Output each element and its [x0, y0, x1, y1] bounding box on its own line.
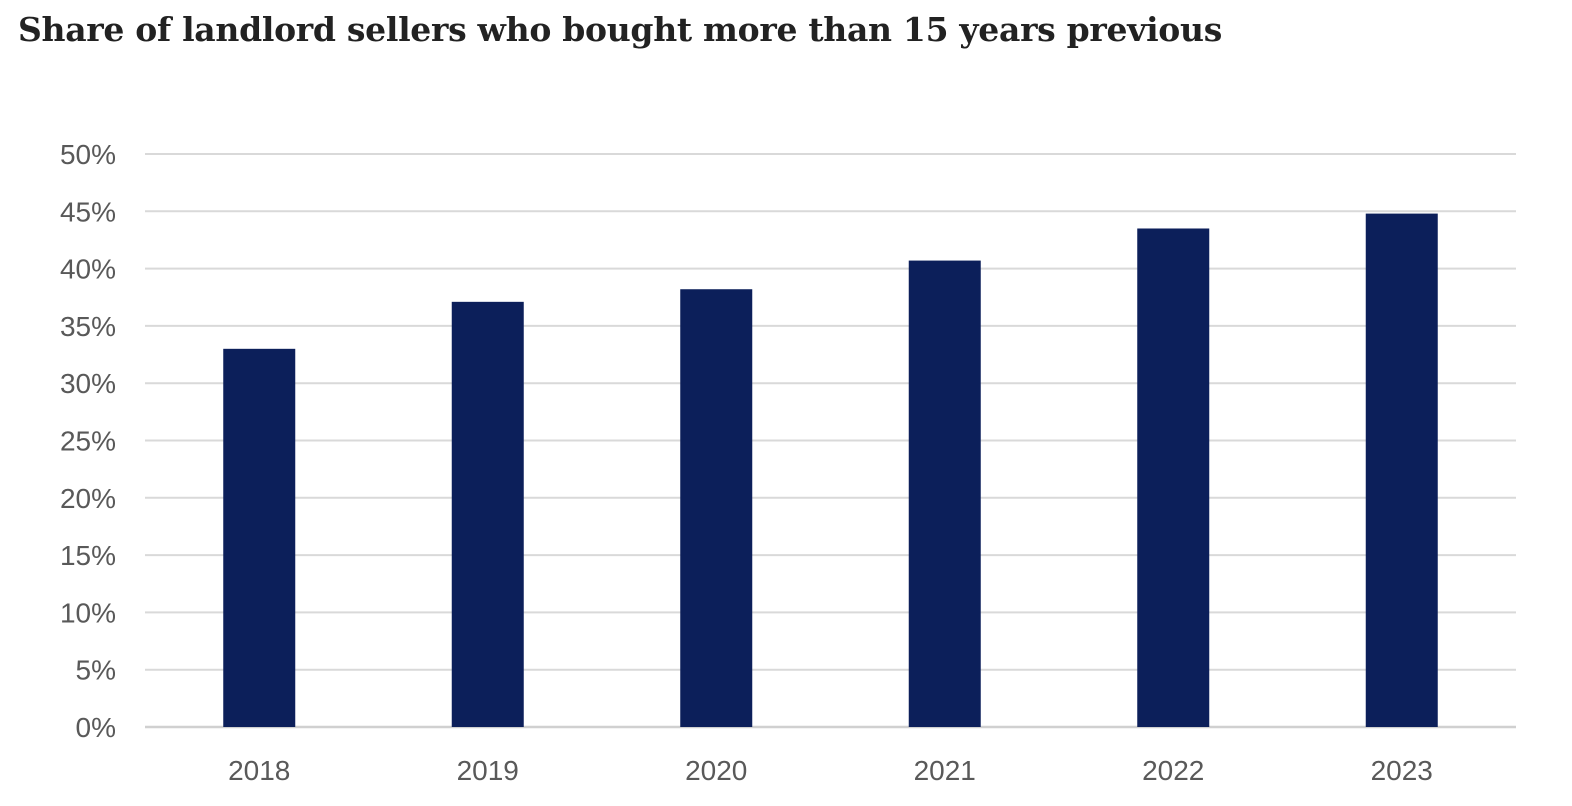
x-tick-label: 2019 — [457, 755, 519, 786]
y-tick-label: 5% — [76, 655, 116, 686]
x-tick-label: 2018 — [228, 755, 290, 786]
x-tick-label: 2023 — [1371, 755, 1433, 786]
y-tick-label: 45% — [60, 196, 116, 227]
bars — [223, 213, 1438, 728]
bar-2019 — [451, 301, 524, 727]
y-tick-label: 0% — [76, 712, 116, 743]
gridlines — [145, 153, 1516, 729]
y-tick-label: 25% — [60, 426, 116, 457]
bar-2018 — [223, 348, 296, 727]
y-tick-label: 50% — [60, 139, 116, 170]
y-tick-label: 30% — [60, 368, 116, 399]
chart-title: Share of landlord sellers who bought mor… — [18, 10, 1222, 49]
y-tick-label: 15% — [60, 540, 116, 571]
y-tick-label: 20% — [60, 483, 116, 514]
x-tick-label: 2021 — [914, 755, 976, 786]
bar-2022 — [1137, 228, 1210, 728]
x-tick-label: 2020 — [685, 755, 747, 786]
y-tick-label: 40% — [60, 254, 116, 285]
bar-2021 — [908, 260, 981, 727]
x-axis-tick-labels: 2018 2019 2020 2021 2022 2023 — [228, 755, 1433, 786]
bar-2023 — [1365, 213, 1438, 728]
bar-2020 — [680, 289, 753, 727]
y-tick-label: 10% — [60, 597, 116, 628]
y-tick-label: 35% — [60, 311, 116, 342]
y-axis-tick-labels: 0% 5% 10% 15% 20% 25% 30% 35% 40% 45% 50% — [60, 139, 116, 743]
x-tick-label: 2022 — [1142, 755, 1204, 786]
